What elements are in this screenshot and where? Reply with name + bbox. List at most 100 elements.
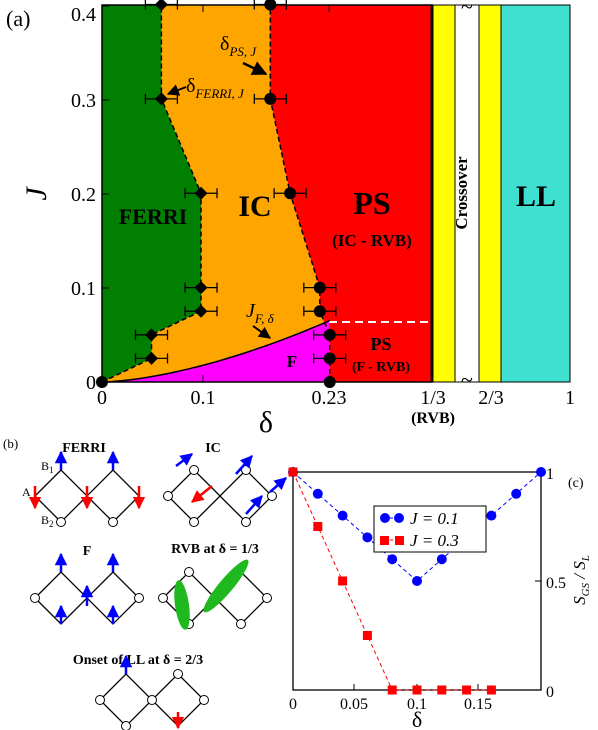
region-label-ic: IC [238, 190, 271, 223]
annotation-j-f-delta: JF, δ [246, 300, 275, 326]
c-ytick-label: 0.5 [546, 575, 566, 592]
ps-boundary-point [313, 281, 326, 294]
annotation-arrow-ferri [166, 84, 187, 96]
data-point-j03 [313, 522, 323, 531]
panel-a-label: (a) [6, 6, 30, 31]
a-xtick-label: 0.23 [312, 387, 347, 409]
region-ll [500, 4, 571, 383]
data-point-j03 [486, 685, 496, 695]
ferri-schematic: FERRI B1 A B2 [22, 441, 146, 529]
ps-boundary-point [323, 328, 336, 341]
axis-break-tilde-top: ~ [461, 0, 473, 19]
ferri-boundary-point [145, 328, 159, 342]
data-point-j01 [486, 510, 497, 521]
a-xaxis-label: δ [259, 406, 273, 439]
ferri-boundary-point [154, 92, 168, 106]
region-label-ferri: FERRI [119, 204, 187, 229]
c-xtick-label: 0.15 [464, 696, 492, 713]
site-label-a: A [22, 485, 31, 499]
phase-diagram-panel: (a) 0 0.1 0.2 0.3 0.4 0 0.1 0.23 1/3 2/3… [6, 0, 575, 439]
c-xtick-label: 0 [289, 696, 297, 713]
legend-marker-j03 [380, 536, 389, 545]
region-label-ps: PS [353, 185, 390, 221]
region-crossover-yellow-2 [478, 4, 502, 383]
data-point-j01 [337, 510, 348, 521]
a-yaxis-label: J [20, 186, 53, 201]
rvb-title: RVB at δ = 1/3 [171, 542, 259, 557]
f-title: F [83, 544, 92, 559]
ferri-title: FERRI [62, 441, 106, 456]
c-ytick-label: 1 [546, 466, 554, 483]
c-series-points [288, 467, 546, 695]
region-label-ll: LL [516, 180, 556, 213]
data-point-j01 [312, 488, 323, 499]
ps-boundary-point [313, 305, 326, 318]
f-boundary-curve [101, 320, 330, 383]
data-point-j03 [288, 467, 298, 477]
c-ytick-label: 0 [546, 684, 554, 701]
series-line-j03 [292, 471, 492, 691]
data-point-j01 [511, 488, 522, 499]
c-xtick-label: 0.05 [340, 696, 368, 713]
data-point-j01 [412, 576, 422, 586]
ll-schematic: Onset of LL at δ = 2/3 [73, 653, 209, 730]
a-tick-marks [101, 5, 330, 383]
ferri-boundary-point [194, 186, 208, 200]
data-point-j03 [462, 685, 472, 695]
region-sublabel-ic-rvb: (IC - RVB) [332, 231, 412, 250]
data-point-j03 [412, 685, 422, 695]
annotation-arrow-f [252, 325, 271, 339]
f-schematic: F [30, 544, 144, 625]
rvb-tick-label: (RVB) [411, 410, 455, 427]
a-ytick-label: 0.3 [71, 90, 96, 112]
region-f [102, 320, 330, 382]
region-ps-ic-rvb [270, 4, 432, 382]
a-xtick-label: 1 [565, 387, 575, 409]
region-ferri [102, 4, 201, 382]
a-xtick-label: 0.1 [191, 387, 216, 409]
annotation-delta-ps-j: δPS, J [220, 33, 257, 59]
c-xtick-label: 0.1 [407, 696, 427, 713]
annotation-delta-ferri-j: δFERRI, J [186, 75, 245, 101]
annotation-arrow-ps [242, 61, 268, 76]
region-label-f: F [287, 352, 297, 371]
axis-break-tilde-bottom: ~ [461, 367, 473, 392]
a-ytick-label: 0.2 [71, 184, 96, 206]
a-ytick-label: 0.4 [71, 4, 96, 26]
ps-boundary-point [264, 92, 277, 105]
a-xtick-label: 0 [97, 387, 107, 409]
data-point-j01 [362, 532, 373, 543]
data-point-j03 [338, 576, 348, 586]
lattice-schematics-panel: (b) FERRI B1 A B2 IC [3, 436, 287, 730]
region-sublabel-f-rvb: (F - RVB) [352, 360, 410, 375]
data-point-j03 [437, 685, 447, 695]
ps-boundary-point [284, 187, 297, 200]
data-point-j01 [387, 554, 398, 565]
a-ytick-label: 0.1 [71, 278, 96, 300]
legend-label-j03: J = 0.3 [410, 531, 459, 550]
data-point-j01 [436, 554, 447, 565]
legend-label-j01: J = 0.1 [410, 509, 459, 528]
a-xtick-label: 2/3 [478, 387, 504, 409]
panel-c-label: (c) [568, 476, 584, 491]
ll-title: Onset of LL at δ = 2/3 [73, 653, 203, 668]
ic-title: IC [205, 441, 221, 456]
c-xaxis-label: δ [412, 707, 422, 730]
ferri-boundary-point [145, 351, 159, 365]
series-line-j01 [292, 471, 542, 582]
data-point-j03 [387, 685, 397, 695]
site-label-b2: B2 [41, 513, 54, 529]
rvb-schematic: RVB at δ = 1/3 [158, 542, 272, 630]
ps-boundary-point [323, 352, 336, 365]
data-point-j03 [362, 631, 372, 640]
legend-marker-j01 [380, 513, 390, 523]
data-point-j01 [536, 467, 546, 477]
a-xtick-label: 1/3 [420, 387, 446, 409]
c-yaxis-label: SGS / SL [570, 555, 592, 605]
c-legend: J = 0.1 J = 0.3 [373, 505, 487, 553]
panel-b-label: (b) [3, 436, 18, 451]
ferri-boundary-point [194, 281, 208, 295]
region-label-crossover: Crossover [452, 156, 471, 230]
line-chart-panel: 0 0.05 0.1 0.15 δ 0 0.5 1 SGS / SL (c) J… [288, 466, 592, 730]
